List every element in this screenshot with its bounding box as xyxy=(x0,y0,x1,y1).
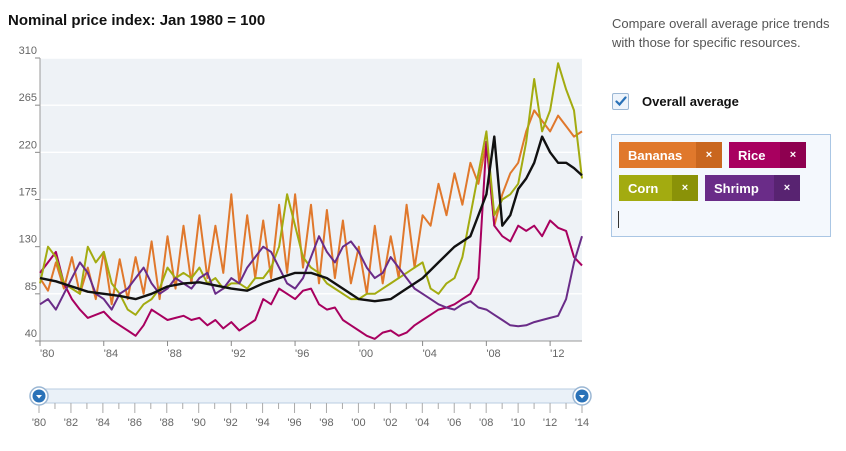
tag-label: Rice xyxy=(738,147,766,163)
series-line-corn xyxy=(39,62,583,316)
slider-label: '88 xyxy=(160,417,174,429)
x-tick-label: '00 xyxy=(359,348,373,360)
slider-label: '08 xyxy=(479,417,493,429)
slider-label: '80 xyxy=(32,417,46,429)
tag-corn: Corn × xyxy=(619,175,698,201)
x-tick-label: '12 xyxy=(550,348,564,360)
y-tick-label: 40 xyxy=(25,328,37,340)
x-tick-label: '92 xyxy=(231,348,245,360)
y-tick-label: 175 xyxy=(19,187,37,199)
y-tick-label: 130 xyxy=(19,234,37,246)
slider-label: '86 xyxy=(128,417,142,429)
handle-arrow-icon xyxy=(579,395,585,399)
remove-shrimp-icon[interactable]: × xyxy=(774,175,800,201)
checkmark-icon xyxy=(614,95,627,106)
x-tick-label: '84 xyxy=(104,348,118,360)
slider-label: '10 xyxy=(511,417,525,429)
x-tick-label: '96 xyxy=(295,348,309,360)
slider-label: '94 xyxy=(255,417,269,429)
tag-bananas: Bananas × xyxy=(619,142,722,168)
slider-label: '84 xyxy=(96,417,110,429)
slider-label: '98 xyxy=(319,417,333,429)
x-tick-label: '88 xyxy=(168,348,182,360)
x-tick-label: '80 xyxy=(40,348,54,360)
slider-label: '02 xyxy=(383,417,397,429)
remove-bananas-icon[interactable]: × xyxy=(696,142,722,168)
y-tick-label: 265 xyxy=(19,92,37,104)
slider-handle-end[interactable] xyxy=(572,386,592,406)
series-line-overall-average xyxy=(39,135,583,303)
slider-track xyxy=(38,388,583,404)
slider-handle-start[interactable] xyxy=(29,386,49,406)
slider-label: '06 xyxy=(447,417,461,429)
slider-label: '12 xyxy=(543,417,557,429)
overall-average-label: Overall average xyxy=(642,93,739,109)
y-tick-label: 220 xyxy=(19,139,37,151)
tag-label: Corn xyxy=(628,180,659,196)
y-tick-label: 310 xyxy=(19,45,37,57)
sidebar-description: Compare overall average price trends wit… xyxy=(612,16,830,50)
overall-average-checkbox[interactable] xyxy=(612,92,629,110)
year-range-slider[interactable]: '80 '82 '84 '86 '88 '90 '92 '94 '96 '98 '00 '02 '04 '… xyxy=(0,0,600,451)
tag-rice: Rice × xyxy=(729,142,806,168)
remove-corn-icon[interactable]: × xyxy=(672,175,698,201)
slider-label: '90 xyxy=(192,417,206,429)
series-line-shrimp xyxy=(39,235,583,328)
resource-tag-input[interactable]: Bananas × Rice × Corn × Shrimp × xyxy=(611,134,831,237)
handle-arrow-icon xyxy=(36,395,42,399)
y-tick-label: 85 xyxy=(25,281,37,293)
chart-title: Nominal price index: Jan 1980 = 100 xyxy=(8,12,266,29)
slider-label: '96 xyxy=(287,417,301,429)
tag-label: Shrimp xyxy=(714,180,759,196)
slider-label: '14 xyxy=(575,417,589,429)
x-tick-label: '04 xyxy=(423,348,437,360)
overall-average-toggle[interactable]: Overall average xyxy=(612,91,739,111)
x-tick-label: '08 xyxy=(486,348,500,360)
slider-label: '82 xyxy=(64,417,78,429)
line-chart: 40 85 130 175 220 265 310 '80 '84 '88 '92 '96 '00 '04… xyxy=(19,45,583,360)
tag-shrimp: Shrimp × xyxy=(705,175,800,201)
slider-label: '04 xyxy=(415,417,429,429)
slider-label: '92 xyxy=(223,417,237,429)
remove-rice-icon[interactable]: × xyxy=(780,142,806,168)
tag-label: Bananas xyxy=(628,147,683,163)
text-cursor[interactable] xyxy=(618,211,619,228)
slider-label: '00 xyxy=(351,417,365,429)
